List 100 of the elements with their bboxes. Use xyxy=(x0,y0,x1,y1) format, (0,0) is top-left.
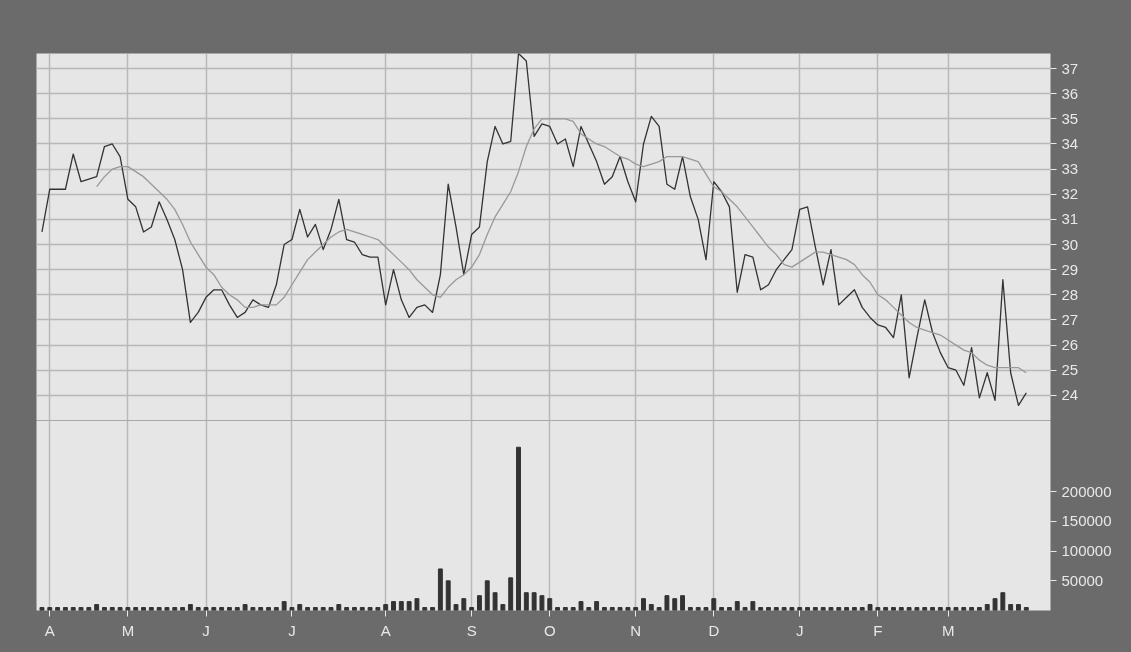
bar xyxy=(555,607,561,611)
bar xyxy=(148,607,154,611)
bar xyxy=(312,607,318,611)
bar xyxy=(203,607,209,611)
bar xyxy=(570,607,576,611)
y-tick-label: 28 xyxy=(1061,285,1079,303)
y-tick-label: 31 xyxy=(1061,210,1079,228)
bar xyxy=(1023,607,1029,611)
y-tick-label: 27 xyxy=(1061,310,1079,328)
bar xyxy=(1000,592,1006,611)
bar xyxy=(609,607,615,611)
bar xyxy=(320,607,326,611)
bar xyxy=(844,607,850,611)
bar xyxy=(789,607,795,611)
bar xyxy=(70,607,76,611)
bar xyxy=(617,607,623,611)
bar xyxy=(719,607,725,611)
bar xyxy=(891,607,896,611)
bar xyxy=(726,607,732,611)
bar xyxy=(391,601,396,611)
bar xyxy=(867,604,873,611)
bar xyxy=(250,607,256,611)
bar xyxy=(430,607,436,611)
bar xyxy=(422,607,428,611)
bar xyxy=(851,607,857,611)
bar xyxy=(180,607,186,611)
bar xyxy=(39,607,45,611)
bar xyxy=(133,607,139,611)
y-tick-label: 150000 xyxy=(1061,512,1112,530)
bar xyxy=(344,607,350,611)
y-tick-label: 24 xyxy=(1061,386,1079,404)
bar xyxy=(297,604,303,611)
bar xyxy=(961,607,967,611)
bar xyxy=(383,604,389,611)
bar xyxy=(680,595,686,611)
bar xyxy=(398,601,404,611)
x-tick-label: N xyxy=(630,621,642,639)
bar xyxy=(937,607,943,611)
y-tick-label: 36 xyxy=(1061,84,1079,102)
bar xyxy=(476,595,482,611)
bar xyxy=(586,607,592,611)
bar xyxy=(141,607,146,611)
x-tick-label: A xyxy=(44,621,55,639)
x-tick-label: A xyxy=(380,621,391,639)
bar xyxy=(336,604,342,611)
x-tick-label: J xyxy=(288,621,296,639)
bar xyxy=(500,604,506,611)
bar xyxy=(969,607,975,611)
bar xyxy=(187,604,193,611)
bar xyxy=(195,607,201,611)
bar xyxy=(234,607,240,611)
bar xyxy=(641,598,646,611)
bar xyxy=(601,607,607,611)
bar xyxy=(1008,604,1014,611)
bar xyxy=(516,446,521,611)
bar xyxy=(734,601,740,611)
bar xyxy=(242,604,248,611)
bar xyxy=(375,607,381,611)
bar xyxy=(258,607,264,611)
bar xyxy=(594,601,600,611)
bar xyxy=(648,604,654,611)
bar xyxy=(781,607,787,611)
bar xyxy=(437,568,443,611)
bar xyxy=(672,598,678,611)
bar xyxy=(359,607,365,611)
bar xyxy=(469,607,475,611)
bar xyxy=(742,607,748,611)
bar xyxy=(172,607,178,611)
bar xyxy=(406,601,412,611)
y-tick-label: 100000 xyxy=(1061,542,1112,560)
bar xyxy=(633,607,639,611)
bar xyxy=(976,607,982,611)
bar xyxy=(836,607,842,611)
y-tick-label: 50000 xyxy=(1061,571,1104,589)
bar xyxy=(812,607,818,611)
bar xyxy=(102,607,107,611)
bar xyxy=(492,592,498,611)
bar xyxy=(750,601,756,611)
bar xyxy=(711,598,717,611)
bar xyxy=(945,607,951,611)
bar xyxy=(94,604,100,611)
y-tick-label: 37 xyxy=(1061,59,1079,77)
bar xyxy=(219,607,225,611)
bar xyxy=(984,604,990,611)
bar xyxy=(562,607,568,611)
bar xyxy=(766,607,771,611)
bar xyxy=(484,580,490,611)
bar xyxy=(758,607,764,611)
y-tick-label: 33 xyxy=(1061,160,1079,178)
bar xyxy=(820,607,826,611)
x-tick-label: S xyxy=(466,621,477,639)
x-tick-label: F xyxy=(873,621,883,639)
bar xyxy=(305,607,311,611)
y-tick-label: 200000 xyxy=(1061,482,1112,500)
bar xyxy=(797,607,803,611)
bar xyxy=(523,592,529,611)
y-tick-label: 35 xyxy=(1061,109,1079,127)
bar xyxy=(164,607,170,611)
bar xyxy=(461,598,467,611)
x-tick-label: M xyxy=(121,621,135,639)
